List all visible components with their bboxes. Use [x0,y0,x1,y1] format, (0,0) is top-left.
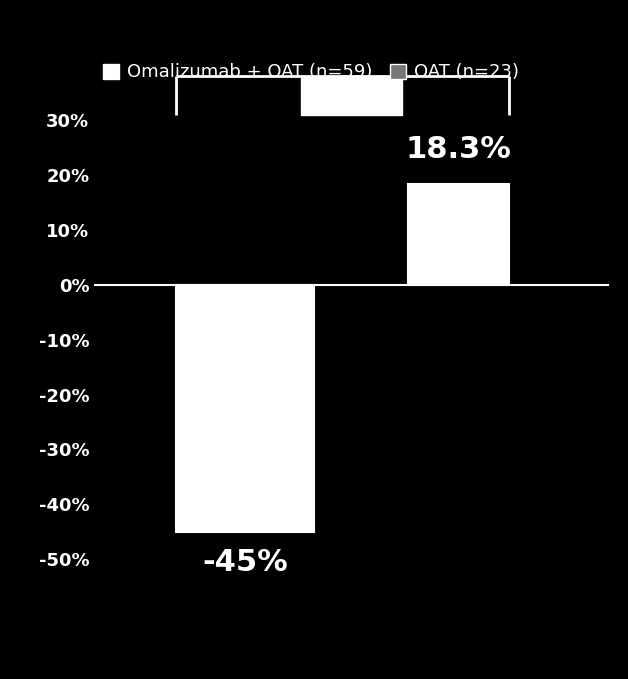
Bar [176,285,314,532]
Text: -45%: -45% [202,548,288,577]
Bar [408,185,509,285]
FancyBboxPatch shape [301,76,402,115]
Text: 18.3%: 18.3% [406,135,511,164]
Legend: Omalizumab + OAT (n=59), OAT (n=23): Omalizumab + OAT (n=59), OAT (n=23) [103,63,519,81]
